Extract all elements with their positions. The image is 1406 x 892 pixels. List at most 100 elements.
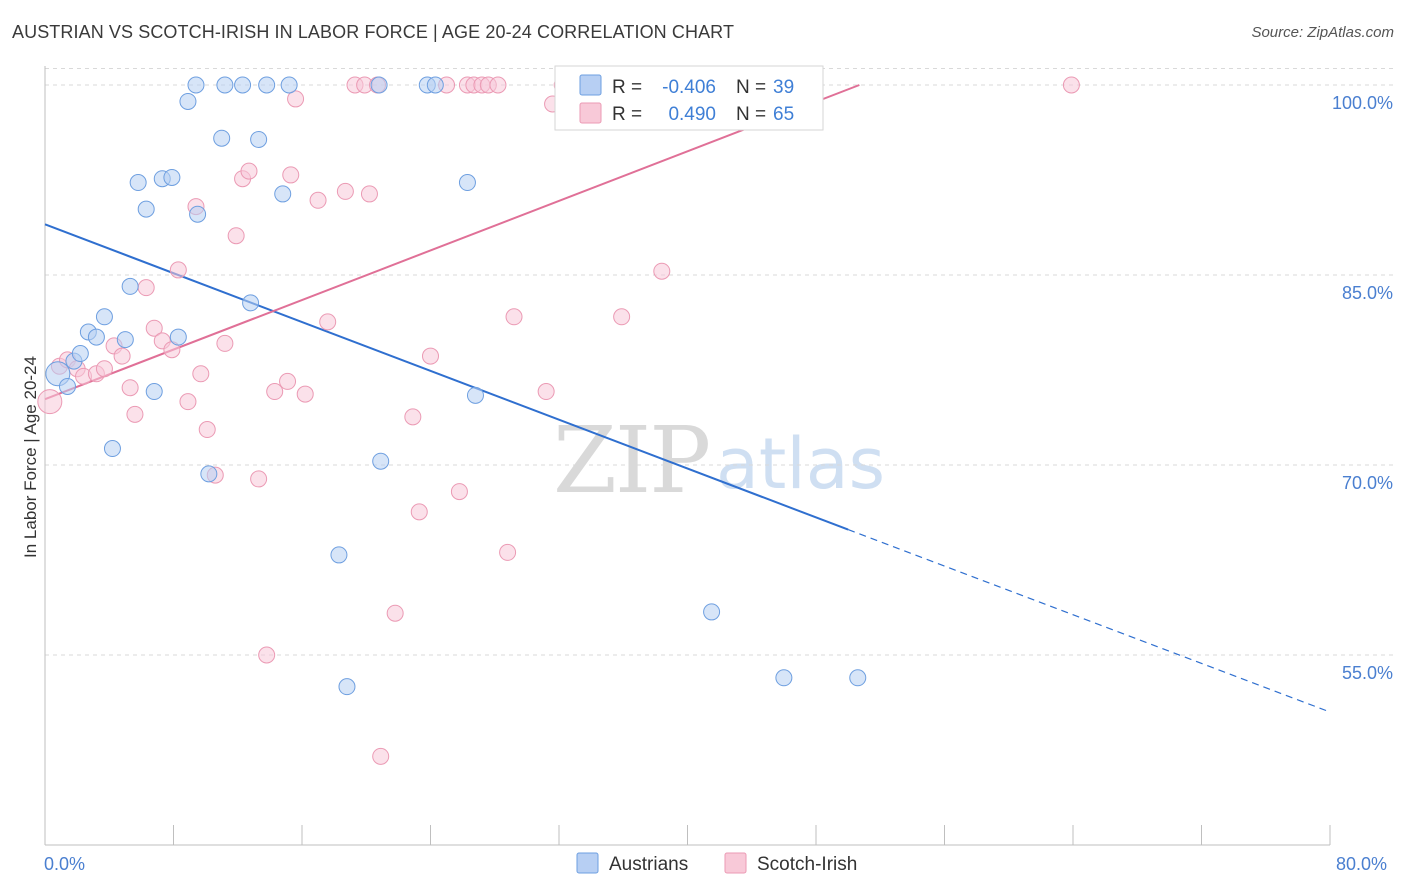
grid xyxy=(45,68,1393,656)
point-austrians xyxy=(258,76,276,94)
y-tick-label: 85.0% xyxy=(1342,283,1393,303)
point-scotch-irish xyxy=(145,319,163,337)
legend-n-label-austrians: N = xyxy=(736,77,766,98)
point-austrians xyxy=(129,174,147,192)
point-scotch-irish xyxy=(250,470,268,488)
y-tick-label: 70.0% xyxy=(1342,473,1393,493)
point-scotch-irish xyxy=(179,393,197,411)
point-scotch-irish xyxy=(126,405,144,423)
point-austrians xyxy=(234,76,252,94)
legend-r-label-austrians: R = xyxy=(612,77,642,98)
point-austrians xyxy=(250,130,268,148)
point-scotch-irish xyxy=(121,379,139,397)
point-austrians xyxy=(58,377,76,395)
point-scotch-irish xyxy=(450,483,468,501)
point-austrians xyxy=(274,185,292,203)
point-austrians xyxy=(189,205,207,223)
y-tick-label: 55.0% xyxy=(1342,663,1393,683)
point-austrians xyxy=(458,174,476,192)
point-scotch-irish xyxy=(360,185,378,203)
point-scotch-irish xyxy=(653,262,671,280)
legend-r-value-scotch-irish: 0.490 xyxy=(668,104,716,125)
point-austrians xyxy=(87,328,105,346)
point-austrians xyxy=(137,200,155,218)
point-austrians xyxy=(103,440,121,458)
point-scotch-irish xyxy=(336,182,354,200)
chart-title: AUSTRIAN VS SCOTCH-IRISH IN LABOR FORCE … xyxy=(12,22,735,42)
point-scotch-irish xyxy=(309,191,327,209)
point-scotch-irish xyxy=(227,227,245,245)
point-scotch-irish xyxy=(37,389,63,415)
point-austrians xyxy=(426,76,444,94)
point-austrians xyxy=(280,76,298,94)
point-austrians xyxy=(179,92,197,110)
point-scotch-irish xyxy=(198,421,216,439)
point-scotch-irish xyxy=(422,347,439,365)
point-austrians xyxy=(370,76,388,94)
point-scotch-irish xyxy=(279,372,297,390)
x-tick-label-start: 0.0% xyxy=(44,854,85,874)
point-scotch-irish xyxy=(240,162,258,180)
point-austrians xyxy=(95,308,113,326)
legend-bottom-label-scotch-irish: Scotch-Irish xyxy=(757,854,857,875)
point-austrians xyxy=(121,277,139,295)
point-austrians xyxy=(187,76,205,94)
legend-n-value-scotch-irish: 65 xyxy=(773,104,794,125)
point-scotch-irish xyxy=(258,646,276,664)
point-austrians xyxy=(213,129,231,147)
point-scotch-irish xyxy=(613,308,631,326)
x-tick-label-end: 80.0% xyxy=(1336,854,1387,874)
legend-n-value-austrians: 39 xyxy=(773,77,794,98)
point-scotch-irish xyxy=(137,279,155,297)
point-scotch-irish xyxy=(404,408,422,426)
point-austrians xyxy=(71,345,89,363)
legend-bottom: Austrians Scotch-Irish xyxy=(576,852,857,875)
watermark-atlas: atlas xyxy=(716,423,885,505)
trend-line-austrians-extrapolated xyxy=(847,529,1331,713)
legend-swatch-austrians xyxy=(579,74,602,96)
point-austrians xyxy=(242,294,260,312)
point-austrians xyxy=(145,383,163,401)
legend-r-label-scotch-irish: R = xyxy=(612,104,642,125)
point-austrians xyxy=(338,678,356,696)
watermark: ZIP atlas xyxy=(553,407,885,514)
point-scotch-irish xyxy=(489,76,507,94)
point-scotch-irish xyxy=(386,604,404,622)
point-austrians xyxy=(703,603,721,621)
point-austrians xyxy=(116,331,134,349)
y-tick-labels: 55.0% 70.0% 85.0% 100.0% xyxy=(1332,93,1393,683)
legend-n-label-scotch-irish: N = xyxy=(736,104,766,125)
watermark-zip: ZIP xyxy=(553,407,709,514)
point-austrians xyxy=(216,76,234,94)
point-scotch-irish xyxy=(282,166,300,184)
axes xyxy=(44,66,1331,846)
point-austrians xyxy=(775,669,793,687)
point-austrians xyxy=(200,465,218,483)
point-scotch-irish xyxy=(505,308,523,326)
point-scotch-irish xyxy=(266,383,284,401)
point-austrians xyxy=(330,546,348,564)
legend-bottom-swatch-austrians xyxy=(576,852,599,874)
point-scotch-irish xyxy=(169,261,187,279)
point-scotch-irish xyxy=(372,747,390,765)
legend-r-value-austrians: -0.406 xyxy=(662,77,716,98)
legend-top: R = -0.406 N = 39 R = 0.490 N = 65 xyxy=(554,65,824,131)
point-scotch-irish xyxy=(192,365,210,383)
point-austrians xyxy=(466,386,484,404)
trend-line-austrians xyxy=(44,223,849,531)
point-scotch-irish xyxy=(296,385,314,403)
legend-bottom-swatch-scotch-irish xyxy=(724,852,747,874)
point-scotch-irish xyxy=(287,90,305,108)
point-scotch-irish xyxy=(1062,76,1080,94)
point-scotch-irish xyxy=(499,543,517,561)
point-scotch-irish xyxy=(537,383,555,401)
trend-line-scotch-irish xyxy=(44,84,860,401)
legend-bottom-label-austrians: Austrians xyxy=(609,854,688,875)
point-scotch-irish xyxy=(216,334,234,352)
chart-source: Source: ZipAtlas.com xyxy=(1251,24,1394,41)
x-tick-labels: 0.0% 80.0% xyxy=(44,854,1387,874)
y-tick-label: 100.0% xyxy=(1332,93,1393,113)
point-scotch-irish xyxy=(95,360,113,378)
y-axis-label: In Labor Force | Age 20-24 xyxy=(21,356,40,558)
